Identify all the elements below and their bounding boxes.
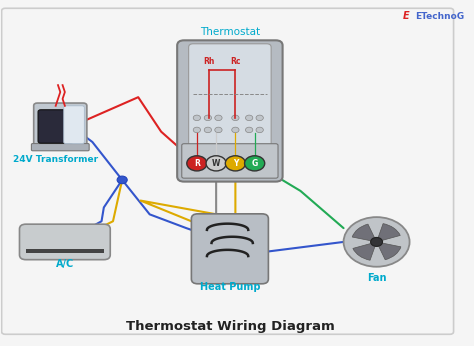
Circle shape <box>193 115 201 121</box>
Text: Thermostat Wiring Diagram: Thermostat Wiring Diagram <box>126 320 334 333</box>
Circle shape <box>246 127 253 133</box>
FancyBboxPatch shape <box>19 224 110 260</box>
FancyBboxPatch shape <box>64 106 84 144</box>
Circle shape <box>204 127 211 133</box>
Circle shape <box>245 156 264 171</box>
FancyBboxPatch shape <box>1 8 454 334</box>
Circle shape <box>215 115 222 121</box>
Text: 24V Transformer: 24V Transformer <box>13 155 98 164</box>
Text: ETechnoG: ETechnoG <box>416 12 465 21</box>
Text: Fan: Fan <box>367 273 386 283</box>
FancyBboxPatch shape <box>189 44 271 157</box>
FancyBboxPatch shape <box>31 144 89 151</box>
FancyBboxPatch shape <box>177 40 283 182</box>
Circle shape <box>215 127 222 133</box>
Text: G: G <box>252 159 258 168</box>
Circle shape <box>193 127 201 133</box>
Text: W: W <box>212 159 220 168</box>
Text: WWW.ETechnoG.COM: WWW.ETechnoG.COM <box>177 162 274 171</box>
Text: Rc: Rc <box>230 56 241 65</box>
FancyBboxPatch shape <box>38 110 73 143</box>
Wedge shape <box>352 224 376 242</box>
Circle shape <box>187 156 207 171</box>
Circle shape <box>232 127 239 133</box>
Wedge shape <box>376 242 401 260</box>
Circle shape <box>344 217 410 267</box>
Text: E: E <box>402 11 409 21</box>
Text: Y: Y <box>233 159 238 168</box>
Wedge shape <box>376 224 400 242</box>
FancyBboxPatch shape <box>182 144 278 178</box>
Text: Rh: Rh <box>203 56 215 65</box>
Text: Heat Pump: Heat Pump <box>200 282 260 292</box>
Circle shape <box>232 115 239 121</box>
Circle shape <box>117 176 127 184</box>
FancyBboxPatch shape <box>191 214 268 284</box>
Text: A/C: A/C <box>56 259 74 269</box>
Circle shape <box>256 127 264 133</box>
Text: R: R <box>194 159 200 168</box>
Circle shape <box>256 115 264 121</box>
FancyBboxPatch shape <box>34 103 87 146</box>
Circle shape <box>246 115 253 121</box>
Circle shape <box>206 156 226 171</box>
Text: Thermostat: Thermostat <box>200 27 260 37</box>
Circle shape <box>225 156 246 171</box>
Circle shape <box>371 237 383 246</box>
Circle shape <box>204 115 211 121</box>
Bar <box>26 249 104 253</box>
Wedge shape <box>353 242 376 260</box>
